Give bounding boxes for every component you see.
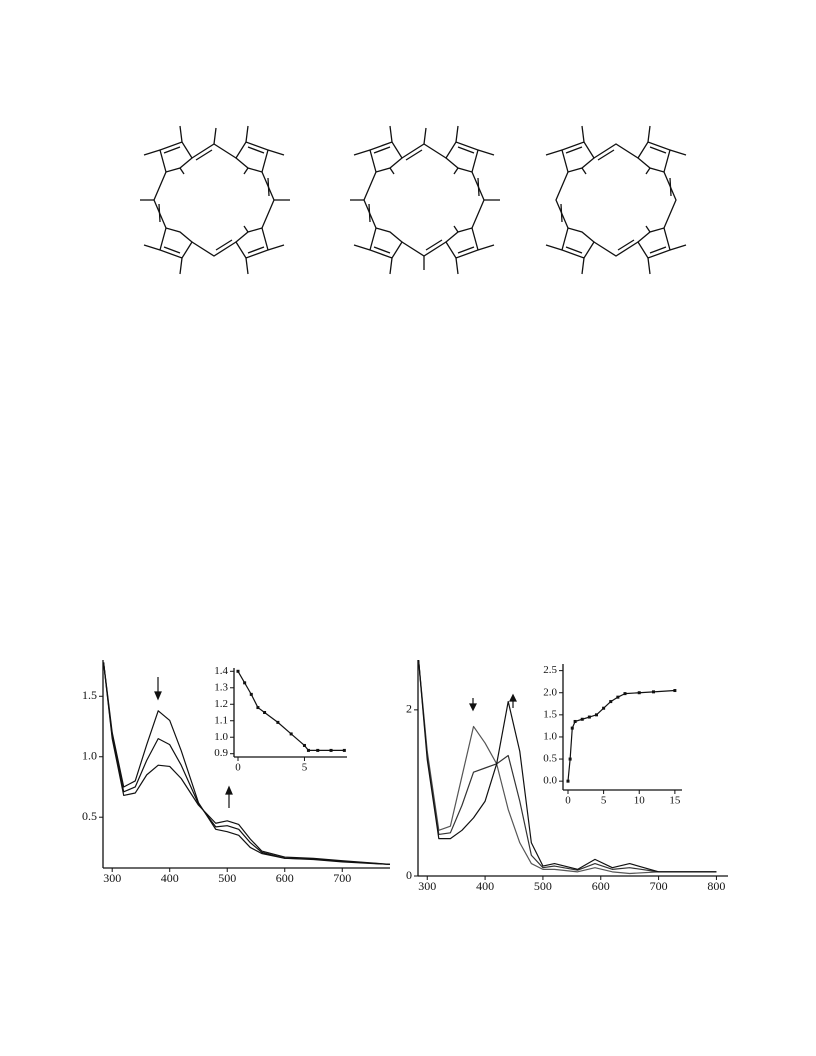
data-point <box>573 719 577 723</box>
chart: 300 400 500 600 700 800 0 2 <box>406 659 728 893</box>
x-tick-label: 400 <box>161 871 179 885</box>
y-tick-label: 1.0 <box>214 731 228 743</box>
structure-2 <box>350 126 500 274</box>
structure-3 <box>546 126 686 274</box>
data-point <box>316 748 320 752</box>
data-point <box>587 715 591 719</box>
x-tick-label: 300 <box>418 879 436 893</box>
y-tick-label: 1.5 <box>543 708 557 720</box>
chart: 0 5 10 15 0.0 0.5 1.0 1.5 2.0 2.5 <box>543 664 682 807</box>
y-tick-label: 1.2 <box>214 698 228 710</box>
data-point <box>243 681 247 685</box>
y-tick-label: 0.9 <box>214 747 228 759</box>
data-point <box>580 717 584 721</box>
spectrum-line <box>417 659 717 873</box>
x-tick-label: 700 <box>333 871 351 885</box>
data-point <box>616 695 620 699</box>
y-tick-label: 0 <box>406 868 412 882</box>
data-point <box>602 706 606 710</box>
x-tick-label: 10 <box>634 795 646 807</box>
y-tick-label: 1.1 <box>214 714 228 726</box>
x-tick-label: 800 <box>707 879 725 893</box>
data-point <box>249 692 253 696</box>
annotation-arrows <box>154 677 517 808</box>
data-point <box>609 700 613 704</box>
spectrum-line <box>567 689 675 782</box>
y-tick-label: 0.0 <box>543 775 557 787</box>
data-point <box>236 669 240 673</box>
data-point <box>263 711 267 714</box>
data-point <box>342 748 346 752</box>
y-tick-label: 2.0 <box>543 686 557 698</box>
data-point <box>637 691 641 695</box>
data-point <box>566 779 570 783</box>
y-tick-label: 0.5 <box>82 809 97 823</box>
y-tick-label: 0.5 <box>543 753 557 765</box>
spectrum-line <box>417 659 717 873</box>
data-point <box>276 720 280 724</box>
x-tick-label: 500 <box>534 879 552 893</box>
y-tick-label: 2 <box>406 702 412 716</box>
x-tick-label: 400 <box>476 879 494 893</box>
spectrum-line <box>237 671 345 752</box>
data-point <box>568 757 572 761</box>
x-tick-label: 15 <box>669 795 681 807</box>
spectrum-line <box>102 662 391 865</box>
x-tick-label: 600 <box>276 871 294 885</box>
data-point <box>289 732 293 736</box>
y-tick-label: 1.0 <box>82 748 97 762</box>
spectrum-line <box>102 662 391 865</box>
x-tick-label: 600 <box>592 879 610 893</box>
structure-1 <box>140 126 290 274</box>
data-point <box>673 689 677 693</box>
data-point <box>594 713 598 717</box>
x-tick-label: 300 <box>103 871 121 885</box>
spectrum-line <box>417 659 717 875</box>
y-tick-label: 1.4 <box>214 665 228 677</box>
data-point <box>623 692 627 696</box>
data-point <box>306 748 310 752</box>
y-tick-label: 1.5 <box>82 688 97 702</box>
data-point <box>329 748 333 752</box>
y-tick-label: 1.3 <box>214 681 228 693</box>
x-tick-label: 5 <box>302 762 308 774</box>
x-tick-label: 0 <box>235 762 241 774</box>
x-tick-label: 500 <box>218 871 236 885</box>
chart: 0 5 0.9 1.0 1.1 1.2 1.3 1.4 <box>214 665 347 774</box>
x-tick-label: 0 <box>565 795 571 807</box>
y-tick-label: 2.5 <box>543 664 557 676</box>
x-tick-label: 700 <box>650 879 668 893</box>
data-point <box>256 706 260 710</box>
y-tick-label: 1.0 <box>543 730 557 742</box>
data-point <box>570 726 574 730</box>
data-point <box>302 743 306 747</box>
data-point <box>651 690 655 694</box>
x-tick-label: 5 <box>601 795 607 807</box>
chart: 300 400 500 600 700 0.5 1.0 1.5 <box>82 660 391 885</box>
